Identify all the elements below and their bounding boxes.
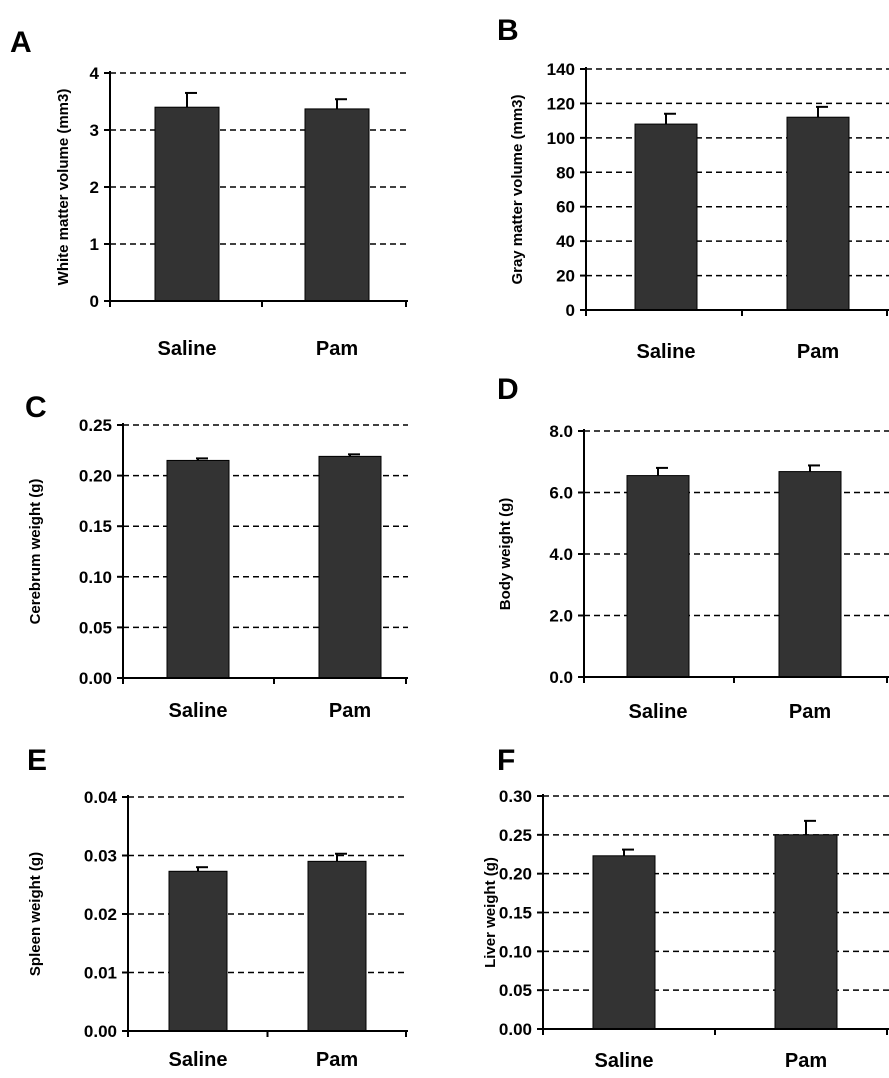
bar-pam: [318, 455, 382, 679]
panel-c: C 0.00 0.05 0.10 0.15 0.20 0.25 Saline Pam Cerebr…: [25, 391, 408, 722]
y-tick-label: 3: [90, 121, 99, 140]
y-axis-label: White matter volume (mm3): [55, 89, 72, 286]
x-tick-label-saline: Saline: [629, 701, 688, 723]
panel-letter-b: B: [497, 14, 519, 47]
panel-letter-a: A: [10, 26, 32, 59]
y-tick-label: 0.04: [84, 788, 118, 807]
y-tick-label: 0.25: [79, 416, 112, 435]
bar-saline: [626, 475, 690, 678]
panel-letter-d: D: [497, 373, 519, 406]
x-tick-label-saline: Saline: [169, 1049, 228, 1071]
panel-b: B 0 20 40 60 80 100 120 140 Saline Pam Gray matter …: [497, 14, 889, 363]
y-tick-label: 8.0: [549, 422, 573, 441]
y-axis-label: Cerebrum weight (g): [27, 479, 44, 625]
y-tick-label: 0.00: [499, 1020, 532, 1039]
x-tick-label-pam: Pam: [797, 341, 839, 363]
y-tick-label: 0.15: [79, 517, 112, 536]
y-tick-label: 60: [556, 198, 575, 217]
y-tick-label: 4: [90, 64, 100, 83]
x-tick-label-saline: Saline: [637, 341, 696, 363]
y-axis-label: Gray matter volume (mm3): [509, 94, 526, 284]
y-tick-label: 0.05: [79, 618, 112, 637]
x-tick-label-pam: Pam: [789, 701, 831, 723]
bar-pam: [304, 108, 370, 302]
y-tick-label: 1: [90, 235, 99, 254]
bar-pam: [786, 116, 850, 311]
panel-letter-c: C: [25, 391, 47, 424]
y-tick-label: 0: [90, 292, 99, 311]
y-tick-label: 0.25: [499, 826, 532, 845]
y-tick-label: 0: [566, 301, 575, 320]
bar-pam: [778, 471, 842, 678]
y-tick-label: 0.10: [499, 942, 532, 961]
y-axis-label: Body weight (g): [497, 498, 514, 611]
y-tick-label: 80: [556, 163, 575, 182]
y-tick-label: 0.10: [79, 568, 112, 587]
x-tick-label-pam: Pam: [329, 700, 371, 722]
y-tick-label: 0.30: [499, 787, 532, 806]
y-tick-label: 0.05: [499, 981, 532, 1000]
x-tick-label-pam: Pam: [785, 1050, 827, 1072]
y-tick-label: 120: [547, 94, 575, 113]
bar-saline: [154, 106, 220, 302]
panel-letter-f: F: [497, 744, 515, 777]
y-tick-label: 0.01: [84, 964, 117, 983]
x-tick-label-pam: Pam: [316, 1049, 358, 1071]
y-tick-label: 0.20: [79, 467, 112, 486]
panel-a: A 0 1 2 3 4 Saline Pam White matter volume (mm3): [10, 26, 408, 360]
y-tick-label: 0.00: [84, 1022, 117, 1041]
bar-saline: [166, 459, 230, 679]
y-tick-label: 0.03: [84, 847, 117, 866]
panel-d: D 0.0 2.0 4.0 6.0 8.0 Saline Pam Body weight (g): [497, 373, 889, 723]
x-tick-label-pam: Pam: [316, 338, 358, 360]
panel-letter-e: E: [27, 744, 47, 777]
y-tick-label: 0.20: [499, 865, 532, 884]
y-tick-label: 140: [547, 60, 575, 79]
y-tick-label: 20: [556, 267, 575, 286]
y-tick-label: 2: [90, 178, 99, 197]
y-tick-label: 100: [547, 129, 575, 148]
y-tick-label: 6.0: [549, 484, 573, 503]
bar-saline: [634, 123, 698, 311]
y-axis-label: Liver weight (g): [482, 857, 499, 968]
bar-saline: [592, 855, 656, 1030]
x-tick-label-saline: Saline: [169, 700, 228, 722]
panel-e: E 0.00 0.01 0.02 0.03 0.04 Saline Pam Spleen wei…: [27, 744, 408, 1071]
y-tick-label: 2.0: [549, 607, 573, 626]
y-tick-label: 40: [556, 232, 575, 251]
y-tick-label: 0.00: [79, 669, 112, 688]
y-axis-label: Spleen weight (g): [27, 852, 44, 976]
y-tick-label: 0.15: [499, 904, 532, 923]
x-tick-label-saline: Saline: [158, 338, 217, 360]
bar-pam: [307, 860, 367, 1032]
y-tick-label: 0.0: [549, 668, 573, 687]
x-tick-label-saline: Saline: [595, 1050, 654, 1072]
bar-pam: [774, 834, 838, 1030]
panel-f: F 0.00 0.05 0.10 0.15 0.20 0.25 0.30 Saline Pam Li…: [482, 744, 889, 1072]
y-tick-label: 0.02: [84, 905, 117, 924]
bar-saline: [168, 870, 228, 1032]
y-tick-label: 4.0: [549, 545, 573, 564]
